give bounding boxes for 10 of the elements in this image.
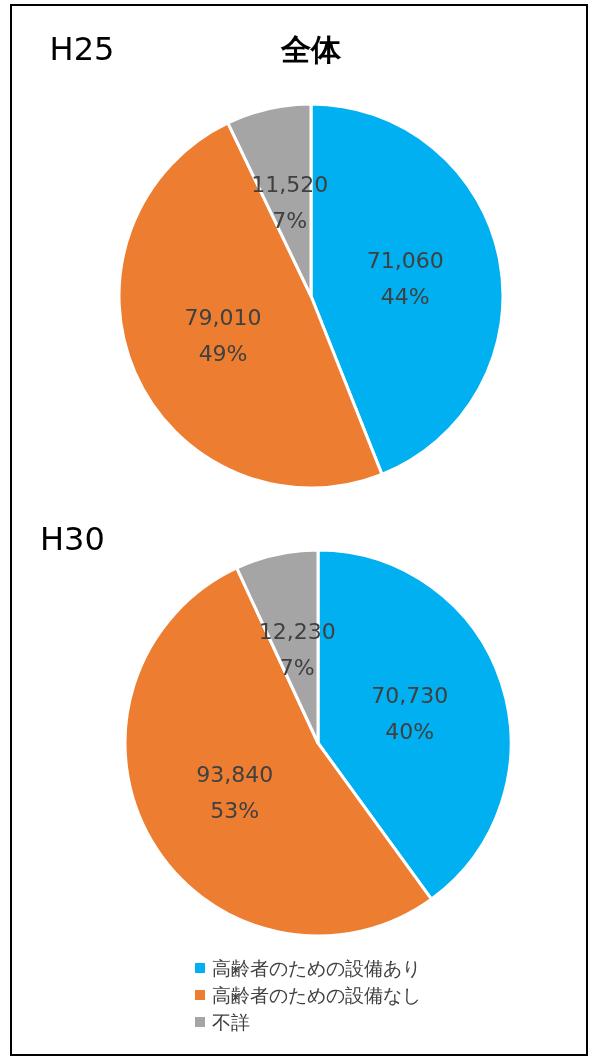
legend-label: 不詳 bbox=[212, 1011, 250, 1033]
data-label: 71,060 44% bbox=[366, 247, 444, 309]
chart-title: H30 bbox=[40, 520, 105, 558]
data-label: 93,840 53% bbox=[196, 761, 274, 823]
legend-label: 高齢者のための設備あり bbox=[212, 957, 421, 979]
chart-title: 全体 bbox=[280, 32, 342, 67]
chart-subtitle: H25 bbox=[49, 30, 115, 68]
data-label: 70,730 40% bbox=[371, 683, 449, 745]
legend-label: 高齢者のための設備なし bbox=[212, 984, 421, 1006]
data-label: 79,010 49% bbox=[184, 304, 262, 366]
